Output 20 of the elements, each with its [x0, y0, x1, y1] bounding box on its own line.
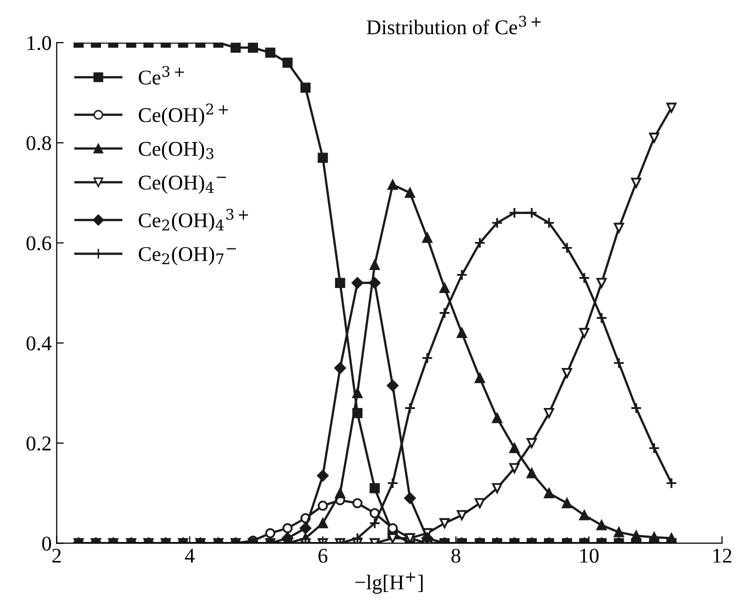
x-tick-label: 2: [52, 548, 61, 563]
y-tick-label: 0.6: [26, 236, 52, 250]
x-axis-title: −lg[H$^{+}$]: [355, 572, 423, 594]
x-tick-label: 10: [580, 548, 599, 563]
y-tick-label: 0.2: [26, 436, 51, 451]
y-tick-label: 0: [42, 536, 52, 551]
legend-label: Ce$^{3+}$: [138, 66, 184, 85]
legend-label: Ce(OH)$_{4}$$^{−}$: [138, 175, 226, 194]
chart-title: Distribution of Ce$^{3+}$: [366, 16, 541, 34]
y-tick-label: 1.0: [28, 36, 52, 50]
legend-label: Ce(OH)$_{3}$: [138, 141, 214, 160]
legend-label: Ce$_{2}$(OH)$_{4}$$^{3+}$: [138, 208, 248, 232]
x-tick-label: 12: [713, 548, 732, 563]
y-tick-label: 0.8: [26, 136, 52, 150]
legend-label: Ce(OH)$^{2+}$: [138, 104, 228, 126]
y-tick-label: 0.4: [26, 336, 52, 351]
legend-label: Ce$_{2}$(OH)$_{7}$$^{−}$: [138, 246, 236, 266]
x-tick-label: 4: [184, 548, 195, 563]
x-tick-label: 6: [318, 548, 328, 563]
x-tick-label: 8: [451, 548, 460, 563]
